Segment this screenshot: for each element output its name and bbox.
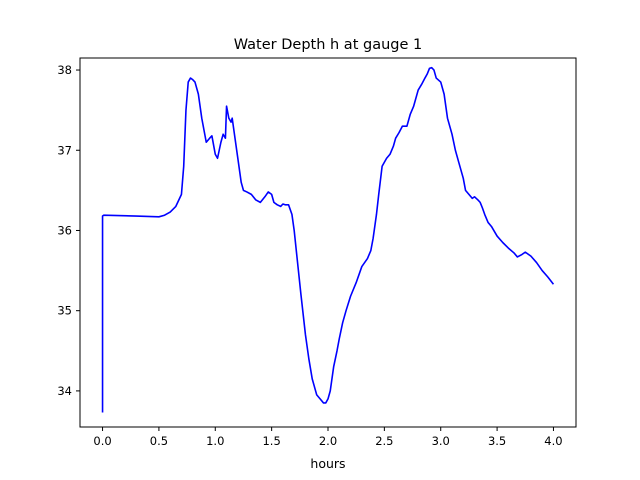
y-tick-label: 36 (57, 223, 72, 237)
y-tick-label: 34 (57, 384, 72, 398)
axes: 0.0 0.5 1.0 1.5 2.0 2.5 3.0 3.5 4.0 34 35 36 37 38 (57, 57, 577, 448)
x-tick-label: 3.5 (488, 434, 506, 448)
x-tick-label: 0.0 (93, 434, 111, 448)
x-tick-label: 0.5 (150, 434, 168, 448)
series-line-0 (101, 66, 555, 413)
x-axis-label: hours (310, 456, 345, 471)
x-tick-label: 2.5 (375, 434, 393, 448)
x-tick-label: 2.0 (319, 434, 337, 448)
x-tick-label: 3.0 (432, 434, 450, 448)
y-tick-label: 38 (57, 63, 72, 77)
x-tick-label: 1.5 (262, 434, 280, 448)
chart-title: Water Depth h at gauge 1 (234, 37, 422, 53)
x-tick-label: 1.0 (206, 434, 224, 448)
axes-frame (79, 57, 577, 428)
y-tick-label: 37 (57, 143, 72, 157)
x-tick-label: 4.0 (544, 434, 562, 448)
plot-area (101, 66, 555, 413)
y-tick-label: 35 (57, 304, 72, 318)
